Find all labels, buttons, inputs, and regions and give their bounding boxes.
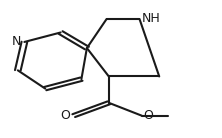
Text: N: N — [12, 35, 21, 48]
Text: NH: NH — [142, 12, 161, 25]
Text: O: O — [143, 109, 153, 122]
Text: O: O — [61, 109, 70, 122]
